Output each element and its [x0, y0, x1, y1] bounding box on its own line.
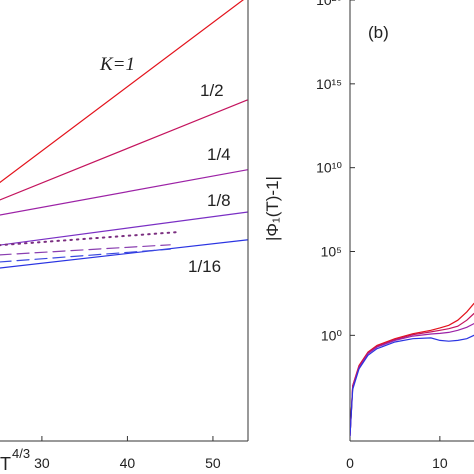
- y-tick-label: 10¹⁰: [316, 160, 342, 176]
- series-line: [0, 248, 171, 263]
- plot-area: [0, 0, 248, 269]
- series-line: [350, 334, 474, 437]
- y-tick-label: 10¹⁵: [316, 76, 342, 92]
- x-axis-label: T: [0, 454, 11, 474]
- y-tick-label: 10²⁰: [316, 0, 342, 8]
- series-line: [0, 244, 171, 256]
- series-line: [0, 0, 244, 184]
- series-line: [0, 239, 248, 269]
- series-line: [350, 302, 474, 437]
- panel-label: (b): [368, 23, 389, 42]
- series-line: [0, 231, 180, 247]
- y-tick-label: 10⁵: [321, 244, 342, 260]
- x-tick-label: 50: [205, 455, 221, 471]
- plot-area: [350, 302, 474, 437]
- x-tick-label: 40: [120, 455, 136, 471]
- series-label: 1/2: [200, 81, 224, 100]
- series-line: [0, 169, 248, 216]
- x-tick-label: 0: [346, 455, 354, 471]
- series-label: K=1: [99, 54, 135, 75]
- y-axis-label: |Φ₁(T)-1|: [263, 176, 282, 241]
- series-line: [350, 312, 474, 437]
- series-line: [0, 211, 248, 246]
- series-label: 1/4: [207, 145, 231, 164]
- x-axis-label-sup: 4/3: [12, 446, 30, 461]
- series-line: [0, 99, 248, 201]
- x-tick-label: 30: [34, 455, 50, 471]
- series-label: 1/8: [207, 191, 231, 210]
- series-line: [350, 323, 474, 437]
- series-label: 1/16: [188, 257, 221, 276]
- y-tick-label: 10⁰: [321, 327, 343, 343]
- x-tick-label: 10: [432, 455, 448, 471]
